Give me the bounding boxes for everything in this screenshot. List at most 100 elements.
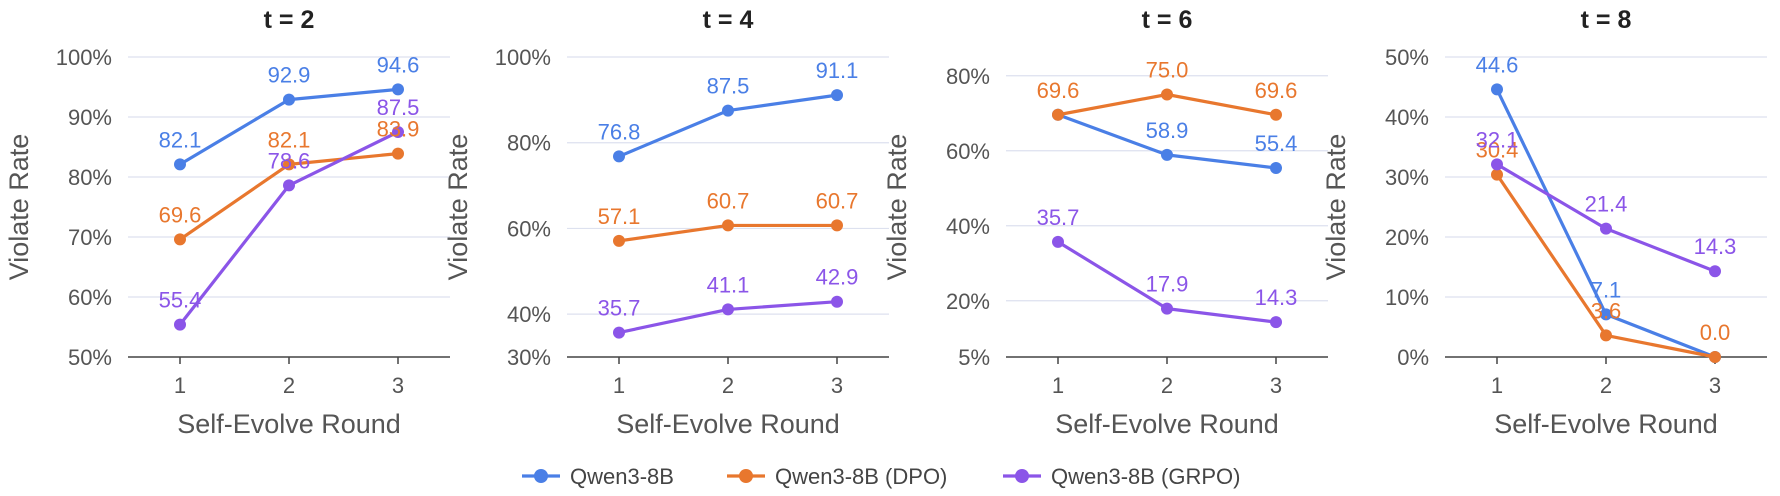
data-label: 30.4 [1476, 138, 1519, 163]
data-label: 60.7 [707, 188, 750, 213]
x-tick-label: 1 [174, 373, 186, 398]
data-label: 32.1 [1476, 127, 1519, 152]
y-tick-label: 20% [946, 289, 990, 314]
data-label: 14.3 [1694, 234, 1737, 259]
y-axis-title: Violate Rate [882, 134, 912, 281]
series-line [1495, 162, 1717, 273]
data-label: 78.6 [268, 148, 311, 173]
data-point [1052, 108, 1064, 121]
y-tick-label: 5% [958, 345, 990, 370]
data-point [831, 295, 843, 308]
data-label: 58.9 [1146, 118, 1189, 143]
legend: Qwen3-8B Qwen3-8B (DPO) Qwen3-8B (GRPO) [522, 464, 1241, 489]
y-tick-label: 70% [68, 225, 112, 250]
y-axis-title: Violate Rate [443, 134, 473, 281]
legend-label: Qwen3-8B (GRPO) [1051, 464, 1241, 489]
x-axis-title: Self-Evolve Round [177, 409, 401, 439]
data-label: 82.1 [159, 127, 202, 152]
data-label: 60.7 [816, 188, 859, 213]
data-point [1270, 162, 1282, 174]
panel-t4: t = 4 30% 40% 60% 80% 100% 1 2 3 Self-Evolve Roun… [443, 6, 889, 439]
panel-t2: t = 2 50% 60% 70% 80% 90% 100% 1 2 3 Self-Evolve R… [4, 6, 450, 439]
panel-t6: t = 6 5% 20% 40% 60% 80% 1 2 3 Self-Evolve Round V… [882, 6, 1328, 439]
x-axis-title: Self-Evolve Round [1494, 409, 1718, 439]
data-point [613, 234, 625, 247]
data-point [1161, 302, 1173, 315]
data-label: 44.6 [1476, 52, 1519, 77]
y-axis-title: Violate Rate [4, 134, 34, 281]
x-tick-label: 2 [1161, 373, 1173, 398]
legend-item: Qwen3-8B [522, 464, 674, 489]
data-label: 82.1 [268, 127, 311, 152]
y-tick-label: 30% [1385, 165, 1429, 190]
x-tick-label: 3 [392, 373, 404, 398]
series-line [617, 93, 839, 159]
data-label: 3.6 [1591, 298, 1622, 323]
data-point [1270, 108, 1282, 121]
data-point [1491, 158, 1503, 171]
data-point [1491, 168, 1503, 181]
data-label: 87.5 [707, 74, 750, 99]
data-point [1161, 148, 1173, 161]
data-point [283, 93, 295, 106]
panel-title: t = 8 [1581, 6, 1632, 34]
x-axis-title: Self-Evolve Round [1055, 409, 1279, 439]
data-label: 69.6 [1037, 78, 1080, 103]
data-point [722, 303, 734, 316]
y-tick-label: 80% [946, 64, 990, 89]
data-point [613, 326, 625, 339]
data-point [1052, 235, 1064, 248]
data-label: 21.4 [1585, 192, 1628, 217]
data-label: 35.7 [1037, 205, 1080, 230]
data-label: 55.4 [1255, 131, 1298, 156]
x-axis-title: Self-Evolve Round [616, 409, 840, 439]
y-tick-label: 20% [1385, 225, 1429, 250]
x-tick-label: 1 [1491, 373, 1503, 398]
data-point [174, 158, 186, 171]
y-tick-label: 60% [507, 216, 551, 241]
data-point [392, 83, 404, 96]
data-label: 0.0 [1700, 320, 1731, 345]
x-tick-label: 1 [613, 373, 625, 398]
legend-label: Qwen3-8B [570, 464, 674, 489]
y-tick-label: 30% [507, 345, 551, 370]
x-tick-label: 1 [1052, 373, 1064, 398]
data-label: 69.6 [1255, 78, 1298, 103]
y-tick-label: 80% [507, 131, 551, 156]
data-point [392, 147, 404, 160]
x-tick-label: 3 [1270, 373, 1282, 398]
data-label: 69.6 [159, 202, 202, 227]
data-label: 75.0 [1146, 58, 1189, 83]
legend-item: Qwen3-8B (DPO) [727, 464, 947, 489]
x-tick-label: 2 [722, 373, 734, 398]
data-point [1161, 88, 1173, 101]
legend-swatch-marker [739, 469, 753, 483]
data-label: 14.3 [1255, 285, 1298, 310]
y-axis-title: Violate Rate [1321, 134, 1351, 281]
data-label: 42.9 [816, 265, 859, 290]
y-tick-label: 10% [1385, 285, 1429, 310]
data-label: 91.1 [816, 58, 859, 83]
x-tick-label: 3 [831, 373, 843, 398]
data-point [613, 150, 625, 163]
data-point [174, 318, 186, 331]
y-tick-label: 50% [1385, 45, 1429, 70]
panel-t8: t = 8 0% 10% 20% 30% 40% 50% 1 2 3 Self-Evolve Rou… [1321, 6, 1767, 439]
data-label: 83.9 [377, 117, 420, 142]
data-label: 41.1 [707, 272, 750, 297]
y-tick-label: 40% [507, 302, 551, 327]
y-tick-label: 100% [56, 45, 112, 70]
data-point [722, 104, 734, 117]
data-point [1709, 351, 1721, 363]
y-tick-label: 60% [946, 139, 990, 164]
y-tick-label: 40% [1385, 105, 1429, 130]
legend-item: Qwen3-8B (GRPO) [1003, 464, 1241, 489]
data-label: 57.1 [598, 204, 641, 229]
data-label: 7.1 [1591, 277, 1622, 302]
y-tick-label: 100% [495, 45, 551, 70]
data-point [1270, 316, 1282, 329]
data-point [1709, 265, 1721, 278]
data-point [1600, 222, 1612, 235]
y-tick-label: 40% [946, 214, 990, 239]
y-tick-label: 0% [1397, 345, 1429, 370]
